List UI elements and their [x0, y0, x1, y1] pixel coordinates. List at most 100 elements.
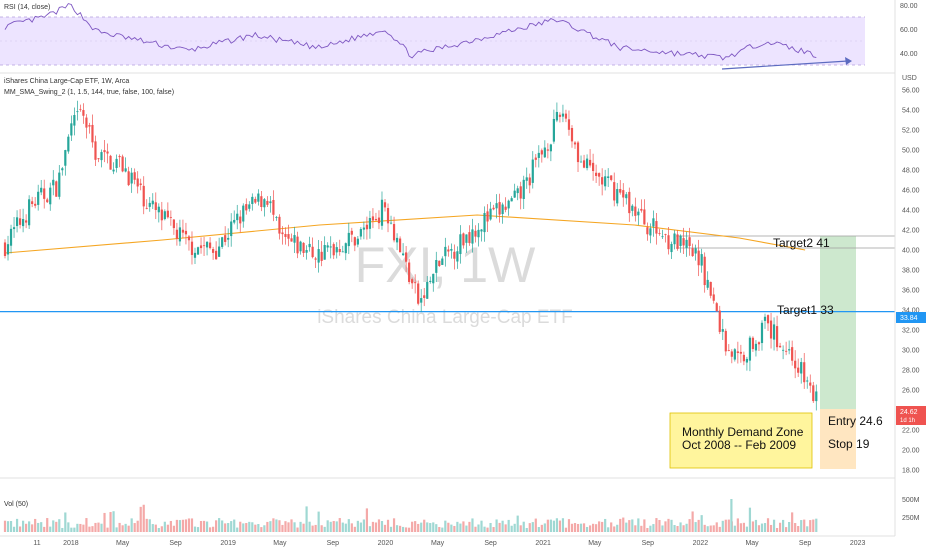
volume-bar — [329, 521, 332, 532]
volume-bar — [278, 520, 281, 532]
candle-body — [371, 216, 375, 221]
volume-bar — [251, 522, 254, 532]
candle-body — [435, 259, 438, 273]
volume-bar — [748, 507, 752, 532]
volume-bar — [778, 522, 782, 532]
volume-bar — [634, 525, 637, 532]
candle-body — [498, 202, 501, 215]
demand-zone-box[interactable] — [669, 412, 813, 469]
sma-144-line — [4, 214, 806, 254]
time-tick: 2021 — [535, 540, 551, 547]
candle-body — [79, 108, 82, 110]
price-tick: 44.00 — [902, 208, 920, 215]
candle-body — [383, 202, 387, 208]
candle-body — [329, 246, 332, 248]
candle-body — [679, 235, 682, 246]
volume-bar — [205, 521, 209, 532]
candle-body — [718, 310, 721, 332]
candle-body — [664, 233, 667, 235]
time-ticks: 11 2018 May Sep 2019 May Sep 2020 May Sep 2021 May S… — [33, 540, 865, 547]
volume-bar — [193, 526, 197, 532]
candle-body — [649, 228, 652, 236]
candle-body — [311, 246, 314, 258]
candle-body — [323, 245, 326, 260]
candle-body — [724, 330, 727, 352]
candle-body — [254, 198, 257, 203]
candle-body — [471, 229, 474, 244]
candle-body — [420, 298, 423, 303]
rsi-panel: RSI (14, close) — [0, 3, 895, 74]
volume-bar — [682, 525, 685, 532]
volume-bar — [290, 519, 293, 532]
volume-bar — [73, 527, 76, 532]
candle-body — [9, 228, 13, 246]
candle-body — [172, 219, 175, 229]
candle-body — [205, 241, 209, 248]
candle-body — [751, 337, 755, 350]
candle-body — [785, 350, 788, 352]
time-tick: Sep — [169, 540, 182, 547]
candle-body — [757, 342, 761, 345]
candle-body — [788, 349, 791, 351]
candle-body — [561, 113, 565, 117]
volume-bar — [169, 520, 172, 532]
candle-body — [236, 213, 239, 221]
volume-bar — [800, 520, 803, 532]
candle-body — [688, 237, 691, 246]
candle-body — [754, 343, 758, 351]
volume-bar — [37, 522, 40, 532]
candle-body — [772, 324, 776, 340]
candle-body — [193, 252, 197, 258]
candle-body — [703, 256, 706, 286]
candle-body — [492, 207, 495, 210]
volume-bar — [763, 523, 767, 532]
volume-bar — [631, 519, 634, 532]
volume-bar — [607, 527, 610, 532]
time-tick: Sep — [799, 540, 812, 547]
candle-body — [546, 149, 549, 151]
volume-bar — [730, 499, 733, 532]
volume-bar — [55, 521, 58, 532]
candle-body — [326, 245, 329, 248]
volume-bar — [739, 523, 742, 532]
volume-bar — [314, 524, 317, 532]
volume-bar — [465, 525, 468, 532]
candle-body — [239, 216, 242, 224]
volume-bar — [284, 521, 287, 532]
price-tick: 42.00 — [902, 228, 920, 235]
volume-bar — [513, 523, 516, 532]
volume-bar — [395, 525, 399, 532]
candle-body — [507, 200, 510, 209]
volume-bar — [477, 524, 480, 532]
candle-body — [522, 179, 525, 200]
candle-body — [18, 218, 22, 225]
volume-bar — [269, 521, 272, 532]
volume-bar — [335, 521, 338, 532]
candle-body — [43, 188, 46, 199]
volume-bar — [715, 522, 718, 532]
volume-bar — [221, 520, 224, 532]
candle-body — [601, 177, 604, 185]
candle-body — [791, 347, 794, 361]
volume-bar — [145, 518, 148, 532]
candle-body — [573, 142, 577, 145]
volume-bar — [812, 519, 815, 532]
candle-body — [97, 158, 100, 160]
volume-bar — [570, 523, 574, 532]
candle-body — [444, 246, 447, 257]
volume-bar — [447, 522, 450, 532]
candle-body — [625, 194, 628, 199]
candle-body — [272, 199, 275, 215]
candle-body — [700, 254, 703, 266]
time-axis[interactable]: 11 2018 May Sep 2019 May Sep 2020 May Sep 2021 May S… — [0, 535, 895, 547]
volume-bar — [43, 526, 46, 532]
price-axis[interactable]: 80.00 60.00 40.00 USD 56.00 54.00 52.00 50.… — [894, 0, 926, 536]
volume-bar — [224, 523, 227, 532]
time-tick: May — [273, 540, 287, 547]
candle-body — [504, 206, 507, 210]
candle-body — [685, 239, 688, 248]
volume-bar — [567, 519, 571, 532]
price-tick: 28.00 — [902, 368, 920, 375]
candle-body — [341, 251, 344, 253]
